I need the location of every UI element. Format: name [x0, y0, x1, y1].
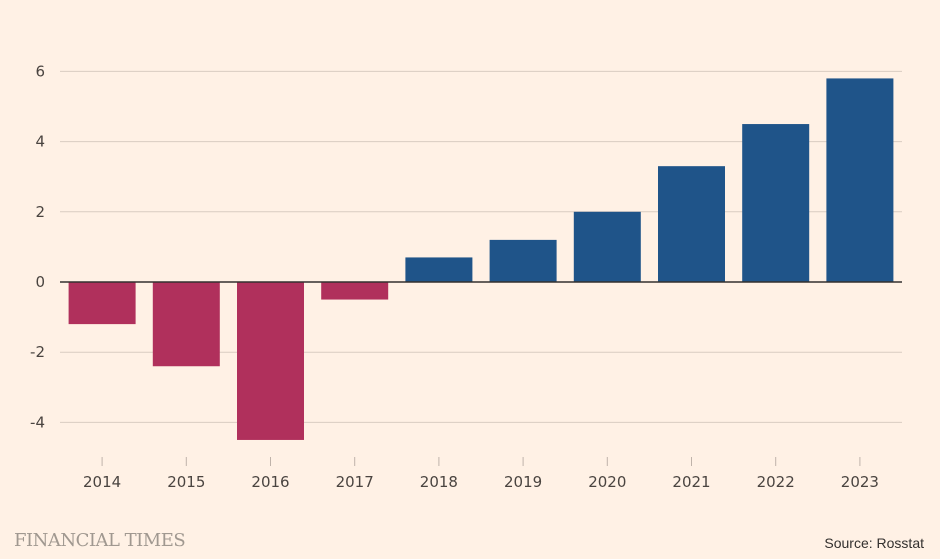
x-tick-label: 2017 — [336, 473, 374, 491]
bar-2020 — [573, 211, 641, 282]
bar-2022 — [742, 124, 810, 282]
y-tick-label: 4 — [35, 133, 45, 151]
x-tick-label: 2019 — [504, 473, 542, 491]
bar-chart: 6 4 2 0 -2 -4 2014 2015 2016 2017 2018 2019 2020 202… — [30, 62, 902, 491]
bar-2015 — [152, 282, 220, 367]
x-tick-label: 2018 — [420, 473, 458, 491]
x-axis-ticks: 2014 2015 2016 2017 2018 2019 2020 2021 2022 2023 — [83, 457, 879, 491]
y-axis-ticks: 6 4 2 0 -2 -4 — [30, 62, 45, 431]
x-tick-label: 2023 — [841, 473, 879, 491]
bar-2016 — [237, 282, 304, 440]
bar-2018 — [405, 257, 473, 282]
source-note: Source: Rosstat — [824, 535, 924, 551]
x-tick-label: 2022 — [757, 473, 795, 491]
x-tick-label: 2014 — [83, 473, 121, 491]
bar-2014 — [68, 282, 136, 325]
y-tick-label: 6 — [35, 62, 45, 80]
x-tick-label: 2015 — [167, 473, 205, 491]
bar-2021 — [658, 166, 725, 282]
x-tick-label: 2020 — [588, 473, 626, 491]
y-tick-label: -4 — [30, 413, 45, 431]
bar-2023 — [826, 78, 894, 282]
bar-2019 — [489, 239, 557, 282]
x-tick-label: 2021 — [672, 473, 710, 491]
y-tick-label: 2 — [35, 203, 45, 221]
y-tick-label: 0 — [35, 273, 45, 291]
y-tick-label: -2 — [30, 343, 45, 361]
x-tick-label: 2016 — [251, 473, 289, 491]
bars — [68, 78, 894, 440]
bar-2017 — [321, 282, 389, 300]
ft-logo: FINANCIAL TIMES — [14, 530, 186, 551]
